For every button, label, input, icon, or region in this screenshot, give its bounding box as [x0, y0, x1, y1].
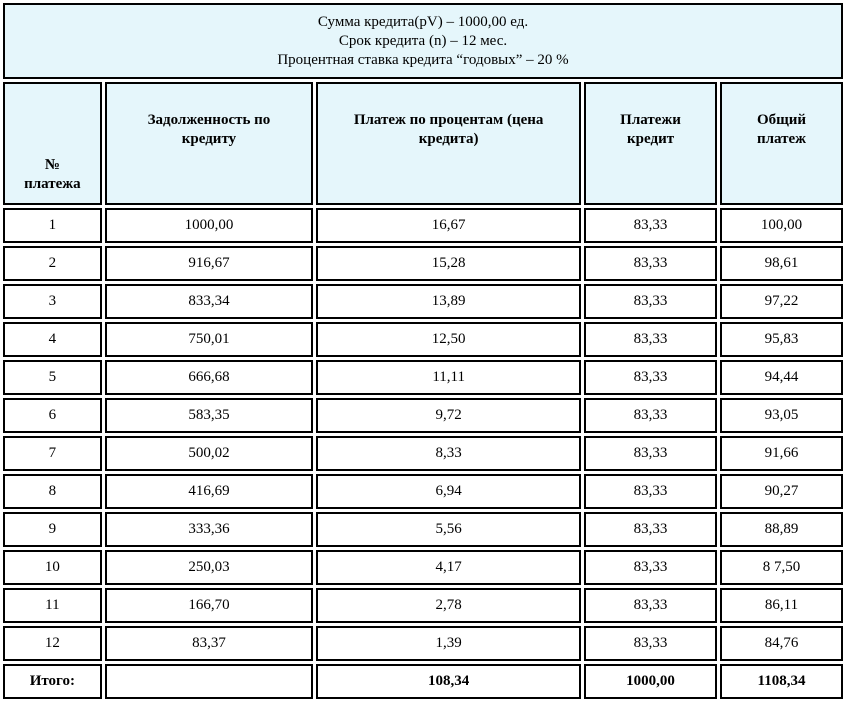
total-payment-cell: 8 7,50	[720, 550, 843, 585]
interest-cell: 15,28	[316, 246, 582, 281]
table-row: 2 916,67 15,28 83,33 98,61	[3, 246, 843, 281]
total-header-label: Общий платеж	[756, 112, 807, 147]
interest-cell: 4,17	[316, 550, 582, 585]
total-payment-cell: 90,27	[720, 474, 843, 509]
total-payment-cell: 86,11	[720, 588, 843, 623]
interest-rate-text: Процентная ставка кредита “годовых” – 20…	[277, 51, 569, 68]
principal-cell: 83,33	[584, 398, 718, 433]
column-header-total: Общий платеж	[720, 82, 843, 205]
payment-number-cell: 12	[3, 626, 102, 661]
interest-cell: 11,11	[316, 360, 582, 395]
column-header-row: № платежа Задолженность по кредиту Плате…	[3, 82, 843, 205]
total-payment-cell: 95,83	[720, 322, 843, 357]
payment-number-cell: 2	[3, 246, 102, 281]
column-header-debt: Задолженность по кредиту	[104, 82, 314, 205]
debt-cell: 666,68	[104, 360, 314, 395]
table-row: 7 500,02 8,33 83,33 91,66	[3, 436, 843, 471]
interest-header-label: Платеж по процентам (цена кредита)	[353, 112, 544, 147]
total-payment-cell: 84,76	[720, 626, 843, 661]
principal-cell: 83,33	[584, 360, 718, 395]
table-row: 11 166,70 2,78 83,33 86,11	[3, 588, 843, 623]
column-header-interest: Платеж по процентам (цена кредита)	[316, 82, 582, 205]
interest-cell: 6,94	[316, 474, 582, 509]
table-row: 6 583,35 9,72 83,33 93,05	[3, 398, 843, 433]
principal-cell: 83,33	[584, 436, 718, 471]
payment-number-cell: 1	[3, 208, 102, 243]
total-payment-cell: 93,05	[720, 398, 843, 433]
debt-cell: 333,36	[104, 512, 314, 547]
total-payment-cell: 97,22	[720, 284, 843, 319]
payment-number-label: платежа	[24, 176, 81, 192]
table-row: 10 250,03 4,17 83,33 8 7,50	[3, 550, 843, 585]
interest-cell: 5,56	[316, 512, 582, 547]
debt-cell: 1000,00	[104, 208, 314, 243]
totals-debt-cell	[104, 664, 314, 699]
principal-cell: 83,33	[584, 322, 718, 357]
principal-cell: 83,33	[584, 550, 718, 585]
debt-cell: 416,69	[104, 474, 314, 509]
payment-number-cell: 10	[3, 550, 102, 585]
table-row: 1 1000,00 16,67 83,33 100,00	[3, 208, 843, 243]
principal-cell: 83,33	[584, 512, 718, 547]
table-row: 4 750,01 12,50 83,33 95,83	[3, 322, 843, 357]
interest-cell: 16,67	[316, 208, 582, 243]
table-row: 12 83,37 1,39 83,33 84,76	[3, 626, 843, 661]
principal-header-label: Платежи кредит	[620, 112, 681, 147]
total-payment-cell: 100,00	[720, 208, 843, 243]
debt-cell: 583,35	[104, 398, 314, 433]
table-row: 5 666,68 11,11 83,33 94,44	[3, 360, 843, 395]
total-payment-cell: 94,44	[720, 360, 843, 395]
principal-cell: 83,33	[584, 626, 718, 661]
table-row: 9 333,36 5,56 83,33 88,89	[3, 512, 843, 547]
payment-number-cell: 7	[3, 436, 102, 471]
payment-number-cell: 8	[3, 474, 102, 509]
debt-cell: 833,34	[104, 284, 314, 319]
totals-label: Итого:	[3, 664, 102, 699]
loan-term-text: Срок кредита (n) – 12 мес.	[338, 32, 508, 49]
debt-cell: 166,70	[104, 588, 314, 623]
debt-cell: 916,67	[104, 246, 314, 281]
column-header-payment-number: № платежа	[3, 82, 102, 205]
principal-cell: 83,33	[584, 246, 718, 281]
payment-number-cell: 5	[3, 360, 102, 395]
total-payment-cell: 98,61	[720, 246, 843, 281]
debt-header-label: Задолженность по кредиту	[147, 112, 271, 147]
payment-number-cell: 6	[3, 398, 102, 433]
total-payment-cell: 88,89	[720, 512, 843, 547]
total-payment-cell: 91,66	[720, 436, 843, 471]
debt-cell: 500,02	[104, 436, 314, 471]
totals-interest-cell: 108,34	[316, 664, 582, 699]
principal-cell: 83,33	[584, 588, 718, 623]
table-row: 8 416,69 6,94 83,33 90,27	[3, 474, 843, 509]
table-row: 3 833,34 13,89 83,33 97,22	[3, 284, 843, 319]
debt-cell: 250,03	[104, 550, 314, 585]
column-header-principal: Платежи кредит	[584, 82, 718, 205]
interest-cell: 8,33	[316, 436, 582, 471]
loan-info-row: Сумма кредита(pV) – 1000,00 ед. Срок кре…	[3, 3, 843, 79]
payment-number-cell: 11	[3, 588, 102, 623]
interest-cell: 12,50	[316, 322, 582, 357]
interest-cell: 2,78	[316, 588, 582, 623]
principal-cell: 83,33	[584, 284, 718, 319]
interest-cell: 9,72	[316, 398, 582, 433]
interest-cell: 1,39	[316, 626, 582, 661]
payment-number-cell: 4	[3, 322, 102, 357]
totals-principal-cell: 1000,00	[584, 664, 718, 699]
totals-row: Итого: 108,34 1000,00 1108,34	[3, 664, 843, 699]
interest-cell: 13,89	[316, 284, 582, 319]
loan-amount-text: Сумма кредита(pV) – 1000,00 ед.	[317, 13, 529, 30]
debt-cell: 83,37	[104, 626, 314, 661]
payment-number-cell: 9	[3, 512, 102, 547]
debt-cell: 750,01	[104, 322, 314, 357]
principal-cell: 83,33	[584, 208, 718, 243]
totals-total-cell: 1108,34	[720, 664, 843, 699]
loan-info-cell: Сумма кредита(pV) – 1000,00 ед. Срок кре…	[3, 3, 843, 79]
payment-number-cell: 3	[3, 284, 102, 319]
payment-number-symbol: №	[44, 157, 60, 173]
principal-cell: 83,33	[584, 474, 718, 509]
